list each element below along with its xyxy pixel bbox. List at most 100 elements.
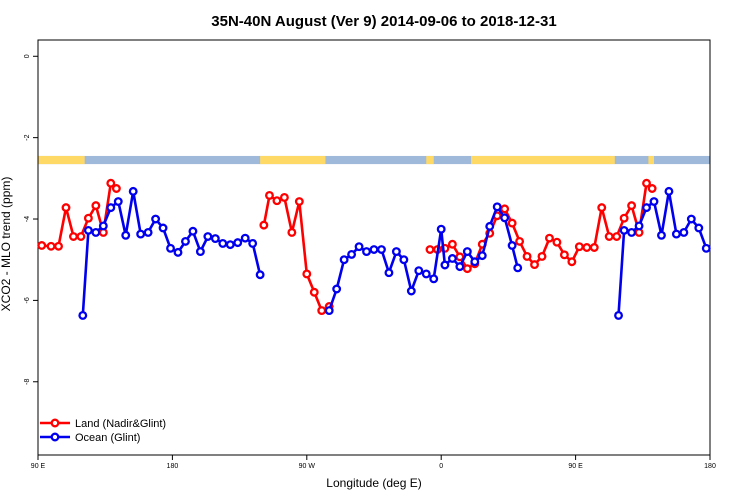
data-point	[559, 250, 569, 260]
data-point	[181, 236, 190, 246]
legend-label: Land (Nadir&Glint)	[75, 418, 166, 430]
data-point	[106, 203, 116, 213]
data-point	[113, 197, 123, 206]
data-point	[332, 284, 342, 294]
y-tick-label: 0	[24, 54, 31, 58]
chart-title: 35N-40N August (Ver 9) 2014-09-06 to 201…	[211, 13, 556, 30]
data-point	[158, 223, 168, 233]
data-point	[111, 184, 121, 193]
data-point	[455, 262, 465, 272]
data-point	[537, 252, 547, 261]
data-point	[151, 214, 161, 224]
data-point	[642, 178, 651, 188]
x-tick-label: 90 E	[568, 463, 583, 470]
series-ocean	[78, 186, 711, 320]
map-strip-land	[426, 155, 434, 165]
data-point	[218, 238, 228, 248]
map-strip-land	[471, 155, 615, 165]
series-land	[37, 178, 657, 316]
data-point	[83, 213, 93, 223]
series-line	[262, 193, 330, 313]
data-point	[574, 242, 584, 252]
data-point	[634, 221, 644, 231]
x-tick-label: 90 E	[31, 463, 46, 470]
data-point	[37, 241, 47, 250]
data-point	[248, 238, 258, 248]
y-axis-label: XCO2 - MLO trend (ppm)	[0, 177, 13, 312]
data-point	[545, 233, 554, 243]
data-point	[686, 214, 696, 224]
data-point	[302, 269, 312, 279]
data-point	[462, 264, 472, 274]
data-point	[265, 190, 274, 200]
data-point	[259, 220, 269, 230]
data-point	[597, 203, 607, 213]
data-point	[694, 223, 704, 233]
data-point	[429, 274, 439, 284]
data-point	[515, 236, 525, 246]
data-point	[500, 204, 510, 214]
data-point	[83, 225, 93, 235]
data-point	[203, 232, 213, 241]
data-point	[642, 203, 651, 213]
data-point	[647, 184, 657, 193]
data-point	[210, 234, 220, 243]
y-tick-label: -2	[24, 134, 31, 140]
data-point	[671, 229, 681, 239]
data-point	[552, 237, 562, 247]
data-point	[462, 247, 472, 257]
data-point	[455, 252, 465, 262]
data-point	[240, 233, 250, 243]
x-tick-label: 0	[439, 463, 443, 470]
x-tick-label: 90 W	[299, 463, 316, 470]
data-point	[391, 247, 401, 257]
data-point	[317, 306, 327, 316]
data-point	[582, 243, 592, 252]
data-point	[567, 257, 577, 267]
data-point	[309, 287, 319, 297]
data-point	[121, 230, 131, 240]
data-point	[421, 269, 431, 279]
data-point	[627, 227, 637, 237]
y-tick-label: -8	[24, 379, 31, 385]
legend-marker	[50, 432, 60, 442]
map-strip-land	[38, 155, 85, 165]
data-point	[399, 255, 409, 265]
data-point	[98, 221, 108, 231]
series-layer	[37, 178, 711, 320]
data-point	[649, 197, 659, 206]
data-point	[425, 245, 435, 254]
data-point	[384, 268, 394, 278]
data-point	[347, 249, 357, 259]
data-point	[233, 238, 243, 248]
data-point	[507, 218, 517, 228]
data-point	[143, 227, 153, 237]
data-point	[589, 243, 599, 252]
map-strip-land	[648, 155, 654, 165]
data-point	[362, 247, 371, 257]
data-point	[173, 247, 183, 257]
data-point	[91, 227, 101, 237]
legend-label: Ocean (Glint)	[75, 432, 140, 444]
data-point	[500, 213, 510, 223]
data-point	[614, 310, 623, 320]
data-point	[436, 224, 446, 234]
data-point	[369, 245, 379, 254]
data-point	[530, 260, 539, 270]
data-point	[414, 266, 424, 276]
legend: Land (Nadir&Glint) Ocean (Glint)	[40, 418, 166, 444]
legend-marker	[50, 418, 60, 428]
data-point	[69, 232, 78, 241]
data-point	[279, 193, 289, 202]
map-strip-ocean	[38, 155, 710, 165]
data-point	[377, 245, 386, 254]
data-point	[54, 241, 63, 251]
data-point	[128, 186, 138, 196]
data-point	[604, 232, 614, 241]
data-point	[701, 243, 711, 253]
x-axis: 90 E 180 90 W 0 90 E 180	[31, 455, 716, 470]
data-point	[76, 232, 86, 241]
x-axis-label: Longitude (deg E)	[326, 476, 421, 490]
data-point	[272, 196, 282, 206]
